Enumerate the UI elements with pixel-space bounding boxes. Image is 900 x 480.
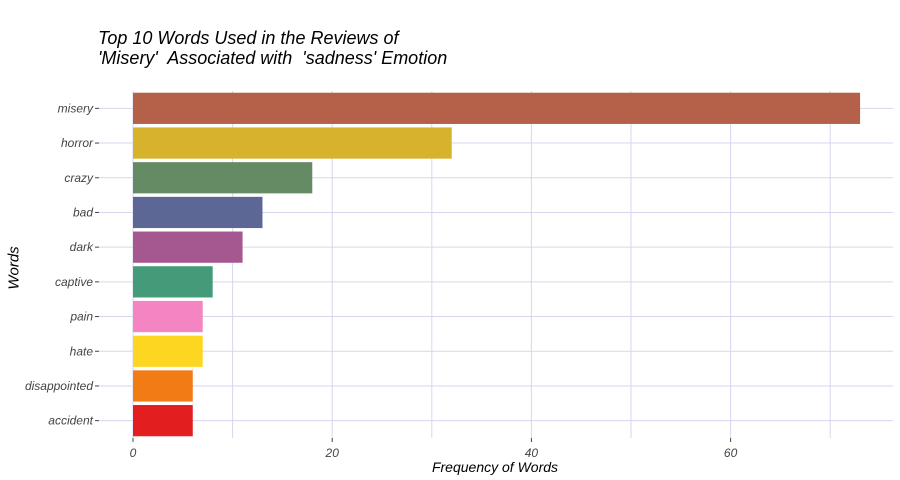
bar-captive <box>133 266 213 298</box>
y-tick-label-captive: captive <box>55 275 93 289</box>
bar-bad <box>133 196 263 229</box>
y-tick-label-accident: accident <box>48 414 93 428</box>
x-tick-label: 40 <box>525 446 539 460</box>
y-tick-label-bad: bad <box>73 205 93 219</box>
bar-accident <box>133 405 193 437</box>
y-tick-label-disappointed: disappointed <box>25 379 93 393</box>
y-tick-label-horror: horror <box>61 136 94 150</box>
bar-misery <box>133 92 861 124</box>
y-tick-label-pain: pain <box>69 310 93 324</box>
x-axis-label: Frequency of Words <box>431 459 559 475</box>
y-tick-label-crazy: crazy <box>64 171 94 185</box>
bar-pain <box>133 300 203 333</box>
x-tick-label: 0 <box>130 446 137 460</box>
x-tick-label: 20 <box>325 446 340 460</box>
y-tick-label-misery: misery <box>58 101 94 115</box>
y-tick-label-hate: hate <box>70 344 94 358</box>
chart-title-line-2: 'Misery' Associated with 'sadness' Emoti… <box>98 48 448 68</box>
chart-title-line-1: Top 10 Words Used in the Reviews of <box>98 28 399 48</box>
bar-crazy <box>133 162 313 194</box>
x-tick-label: 60 <box>724 446 738 460</box>
bar-hate <box>133 335 203 367</box>
chart-title: Top 10 Words Used in the Reviews of 'Mise… <box>98 28 447 68</box>
y-tick-label-dark: dark <box>70 240 94 254</box>
bar-disappointed <box>133 370 193 402</box>
bar-horror <box>133 127 452 159</box>
bar-dark <box>133 231 243 263</box>
